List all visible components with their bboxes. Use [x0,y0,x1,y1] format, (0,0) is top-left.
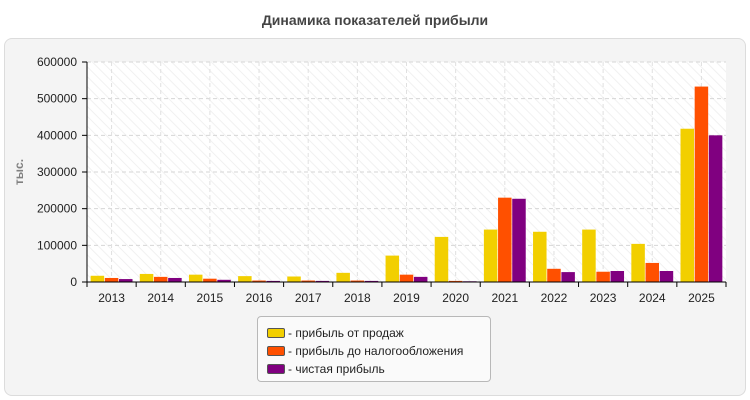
x-tick-label: 2014 [147,291,174,305]
x-tick-label: 2016 [246,291,273,305]
legend: - прибыль от продаж - прибыль до налогоо… [257,316,491,382]
grid-lines [87,61,726,282]
bar [188,274,203,282]
bar [561,272,575,282]
bar [139,273,154,282]
bar [252,280,266,282]
bar [708,135,723,282]
bar [336,272,350,282]
bar [217,279,231,282]
legend-swatch-pretax [267,346,285,356]
bar [533,231,547,282]
bar [512,198,526,282]
x-tick-label: 2015 [197,291,224,305]
legend-label-pretax: - прибыль до налогообложения [288,344,464,358]
legend-label-net: - чистая прибыль [288,362,385,376]
y-tick-label: 200000 [37,202,77,216]
bar [645,262,660,282]
chart-title: Динамика показателей прибыли [261,12,489,28]
x-tick-label: 2021 [491,291,518,305]
plot-area [87,62,726,282]
x-tick-label: 2018 [344,291,371,305]
bar [610,271,625,282]
bar [203,278,217,282]
x-tick-label: 2013 [98,291,125,305]
x-tick-label: 2024 [639,291,666,305]
bar [90,275,105,282]
bar [315,280,330,282]
y-tick-label: 0 [70,275,77,289]
bar [596,271,610,282]
y-axis-label: тыс. [12,159,26,185]
y-tick-label: 300000 [37,165,77,179]
x-tick-label: 2019 [393,291,420,305]
bar [350,280,365,282]
bar [434,236,449,282]
y-tick-label: 500000 [37,92,77,106]
bars-group [90,86,723,282]
bar [694,86,709,282]
bar [448,280,463,282]
bar [659,271,674,282]
bar [631,243,645,282]
axes-group [82,61,727,287]
bar [680,128,694,282]
legend-swatch-net [267,364,285,374]
bar [104,277,119,282]
bar [301,280,315,282]
y-tick-labels: 0 100000 200000 300000 400000 500000 600000 [37,55,77,289]
y-tick-label: 400000 [37,128,77,142]
bar [547,268,561,282]
legend-label-sales: - прибыль от продаж [288,326,404,340]
bar [153,276,168,282]
x-tick-label: 2023 [590,291,617,305]
bar [498,197,512,282]
bar [266,280,280,282]
bar [385,255,400,282]
x-tick-label: 2022 [541,291,568,305]
x-tick-label: 2025 [688,291,715,305]
legend-swatch-sales [267,328,285,338]
bar [287,276,301,282]
x-tick-label: 2017 [295,291,322,305]
legend-item-net: - чистая прибыль [267,360,490,378]
bar [582,229,596,282]
x-tick-label: 2020 [442,291,469,305]
y-tick-label: 600000 [37,55,77,69]
bar [119,279,133,282]
bar [238,276,252,282]
bar [483,229,498,282]
x-tick-labels: 2013 2014 2015 2016 2017 2018 2019 2020 2021 2022… [98,291,715,305]
y-tick-label: 100000 [37,238,77,252]
legend-item-pretax: - прибыль до налогообложения [267,342,490,360]
bar [413,276,428,282]
legend-item-sales: - прибыль от продаж [267,324,490,342]
bar [364,280,379,282]
bar [168,277,182,282]
bar [399,274,414,282]
